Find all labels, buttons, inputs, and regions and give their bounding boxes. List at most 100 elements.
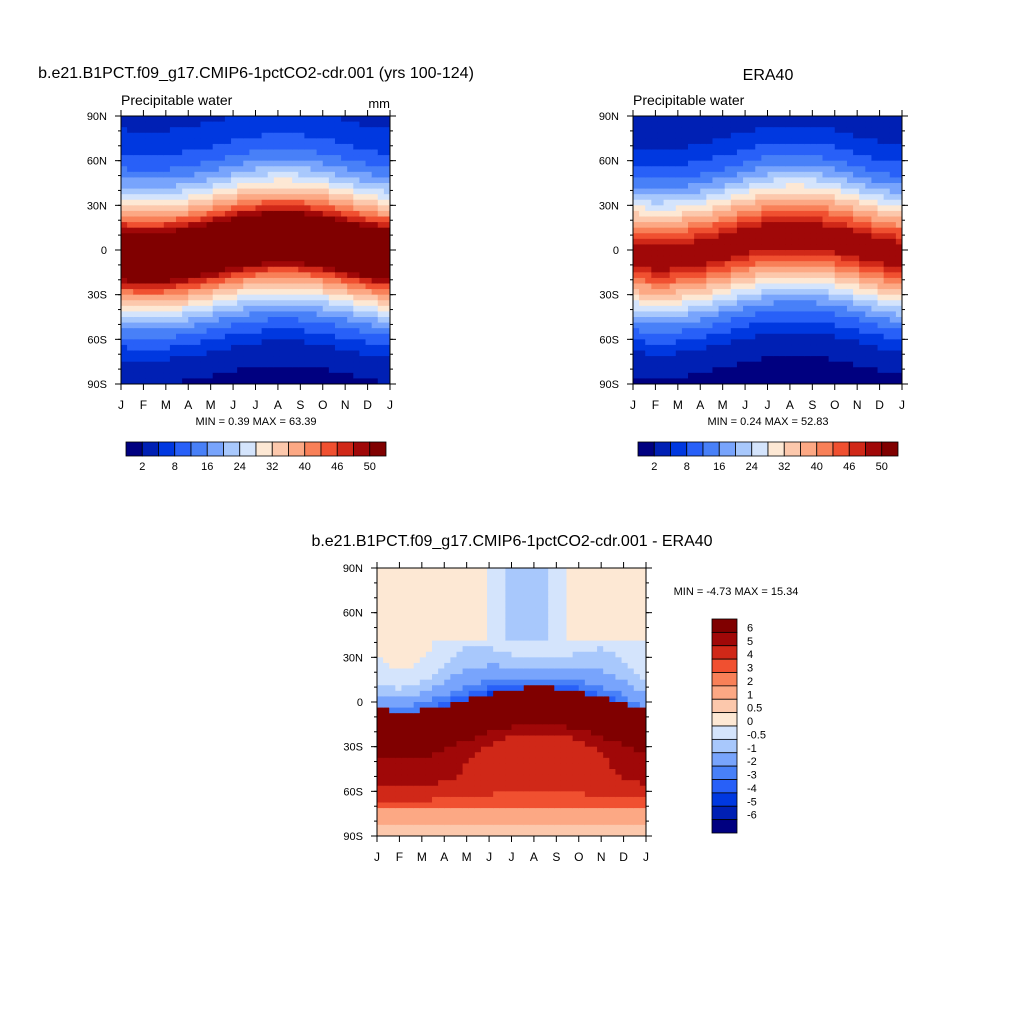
heatmap-cell [822, 244, 830, 251]
heatmap-cell [194, 233, 201, 240]
heatmap-cell [237, 333, 244, 340]
heatmap-cell [865, 210, 872, 217]
heatmap-cell [798, 238, 805, 245]
heatmap-cell [791, 305, 799, 312]
heatmap-cell [169, 132, 177, 139]
heatmap-cell [182, 328, 189, 335]
heatmap-cell [163, 116, 171, 123]
heatmap-cell [883, 216, 891, 223]
heatmap-cell [688, 121, 695, 128]
heatmap-cell [773, 300, 781, 307]
heatmap-cell [657, 188, 665, 195]
colorbar-swatch [239, 441, 257, 457]
heatmap-cell [163, 171, 171, 178]
heatmap-cell [877, 121, 885, 128]
heatmap-cell [846, 305, 854, 312]
heatmap-cell [791, 372, 799, 379]
colorbar-label: 46 [843, 461, 855, 473]
heatmap-cell [359, 127, 367, 134]
heatmap-cell [889, 171, 897, 178]
heatmap-cell [718, 350, 726, 357]
heatmap-cell [182, 171, 189, 178]
heatmap-cell [200, 216, 208, 223]
panel-model-units-label: mm [368, 96, 390, 111]
heatmap-cell [724, 233, 732, 240]
heatmap-cell [310, 205, 318, 212]
heatmap-cell [286, 344, 293, 351]
heatmap-cell [310, 194, 318, 201]
heatmap-cell [310, 155, 318, 162]
heatmap-cell [663, 250, 671, 257]
heatmap-cell [407, 595, 415, 602]
heatmap-cell [359, 277, 367, 284]
heatmap-cell [743, 194, 750, 201]
heatmap-cell [419, 579, 427, 586]
heatmap-cell [700, 238, 707, 245]
heatmap-cell [286, 333, 293, 340]
heatmap-cell [798, 266, 805, 273]
heatmap-cell [865, 255, 872, 262]
heatmap-cell [743, 116, 750, 123]
heatmap-cell [859, 255, 866, 262]
heatmap-cell [292, 188, 299, 195]
heatmap-cell [341, 143, 348, 150]
heatmap-cell [853, 210, 860, 217]
heatmap-cell [846, 317, 854, 324]
heatmap-cell [724, 227, 732, 234]
heatmap-cell [304, 160, 312, 167]
heatmap-cell [840, 138, 848, 145]
heatmap-cell [200, 300, 208, 307]
heatmap-cell [767, 322, 775, 329]
heatmap-cell [877, 143, 885, 150]
heatmap-cell [218, 328, 226, 335]
heatmap-cell [889, 328, 897, 335]
colorbar-label: 40 [811, 461, 823, 473]
heatmap-cell [663, 372, 671, 379]
heatmap-cell [785, 367, 793, 374]
heatmap-cell [353, 238, 360, 245]
heatmap-cell [133, 238, 140, 245]
heatmap-cell [681, 205, 689, 212]
heatmap-cell [669, 143, 677, 150]
heatmap-cell [157, 317, 165, 324]
heatmap-cell [736, 143, 744, 150]
heatmap-cell [231, 344, 238, 351]
heatmap-cell [261, 255, 269, 262]
heatmap-cell [395, 612, 402, 619]
heatmap-cell [785, 166, 793, 173]
heatmap-cell [322, 183, 330, 190]
heatmap-cell [779, 121, 787, 128]
heatmap-cell [292, 344, 299, 351]
heatmap-cell [694, 322, 701, 329]
heatmap-cell [237, 166, 244, 173]
heatmap-cell [353, 244, 360, 251]
heatmap-cell [249, 116, 256, 123]
heatmap-cell [182, 244, 189, 251]
heatmap-cell [298, 155, 305, 162]
heatmap-cell [639, 210, 646, 217]
heatmap-cell [365, 183, 373, 190]
heatmap-cell [182, 289, 189, 296]
heatmap-cell [157, 339, 165, 346]
heatmap-cell [218, 166, 226, 173]
colorbar-swatch [800, 441, 818, 457]
heatmap-cell [834, 132, 842, 139]
heatmap-cell [767, 171, 775, 178]
heatmap-cell [292, 367, 299, 374]
heatmap-cell [286, 121, 293, 128]
heatmap-cell [681, 121, 689, 128]
heatmap-cell [194, 272, 201, 279]
heatmap-cell [846, 127, 854, 134]
heatmap-cell [718, 166, 726, 173]
heatmap-cell [871, 205, 879, 212]
heatmap-cell [200, 127, 208, 134]
heatmap-cell [188, 121, 195, 128]
heatmap-cell [743, 127, 750, 134]
heatmap-cell [224, 378, 232, 385]
heatmap-cell [121, 116, 128, 123]
heatmap-cell [401, 612, 409, 619]
heatmap-cell [822, 132, 830, 139]
heatmap-cell [371, 289, 379, 296]
y-tick-label: 60S [87, 334, 107, 346]
heatmap-cell [127, 121, 134, 128]
